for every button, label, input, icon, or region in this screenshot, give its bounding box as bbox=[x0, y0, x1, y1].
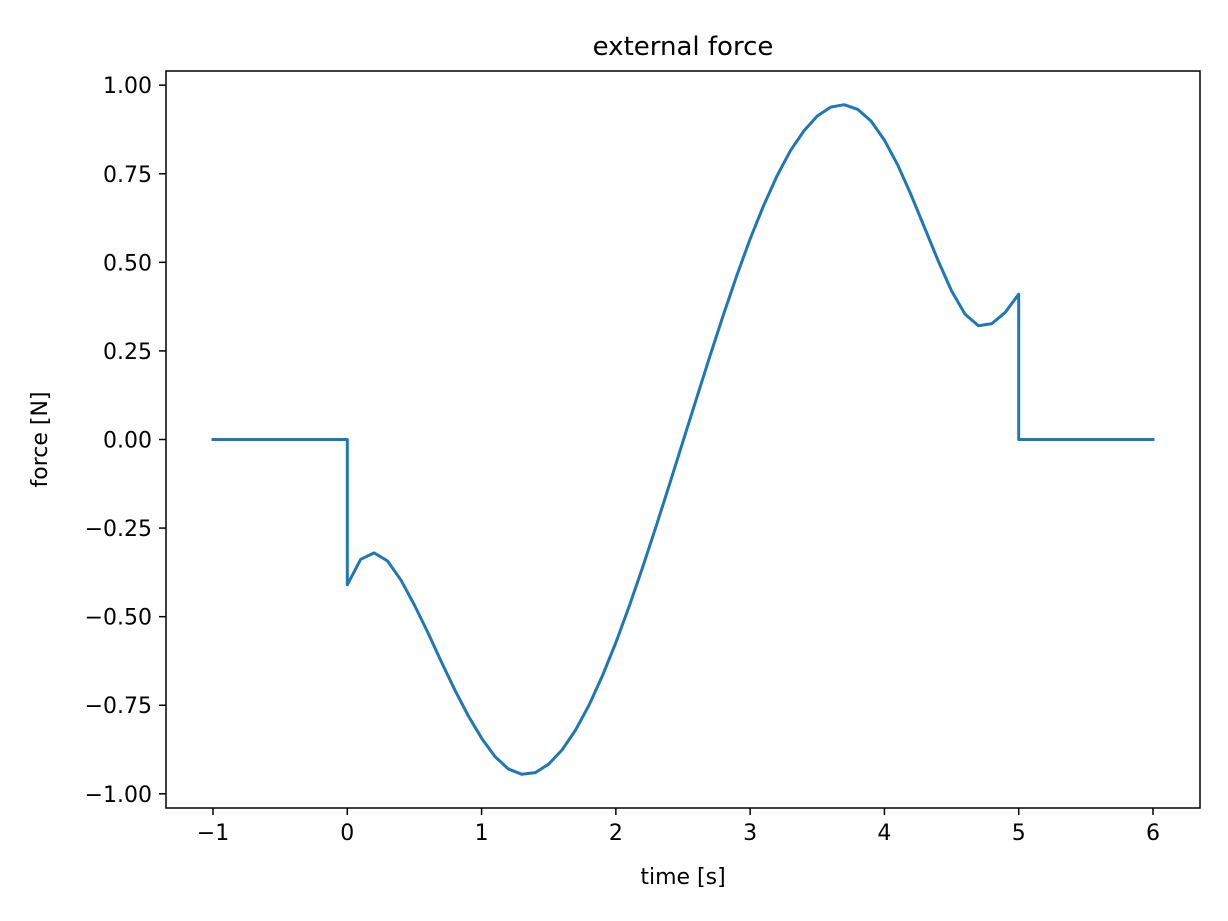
series-layer bbox=[211, 103, 1155, 776]
x-tick-label: 2 bbox=[609, 821, 623, 846]
series-line-0 bbox=[211, 103, 1155, 776]
y-tick-label: −0.75 bbox=[85, 694, 152, 719]
y-tick-label: −0.25 bbox=[85, 517, 152, 542]
y-axis-label: force [N] bbox=[28, 391, 53, 487]
x-tick-label: −1 bbox=[197, 821, 229, 846]
x-tick-label: 0 bbox=[340, 821, 354, 846]
ticks-layer: −1 0 1 2 3 4 5 6 −1.00 −0.75 −0.50 −0.25 0.00 0.25 0.5… bbox=[85, 74, 1160, 846]
x-tick-label: 3 bbox=[743, 821, 757, 846]
y-tick-label: 1.00 bbox=[103, 74, 152, 99]
y-tick-label: 0.00 bbox=[103, 429, 152, 454]
x-axis-label: time [s] bbox=[640, 865, 725, 890]
y-tick-label: 0.25 bbox=[103, 340, 152, 365]
y-tick-label: 0.50 bbox=[103, 251, 152, 276]
x-tick-label: 1 bbox=[475, 821, 489, 846]
x-tick-label: 6 bbox=[1146, 821, 1160, 846]
y-tick-label: −1.00 bbox=[85, 783, 152, 808]
y-tick-label: 0.75 bbox=[103, 163, 152, 188]
y-tick-label: −0.50 bbox=[85, 606, 152, 631]
x-tick-label: 5 bbox=[1012, 821, 1026, 846]
x-tick-label: 4 bbox=[877, 821, 891, 846]
plot-frame bbox=[165, 70, 1201, 809]
chart-title: external force bbox=[593, 32, 774, 62]
